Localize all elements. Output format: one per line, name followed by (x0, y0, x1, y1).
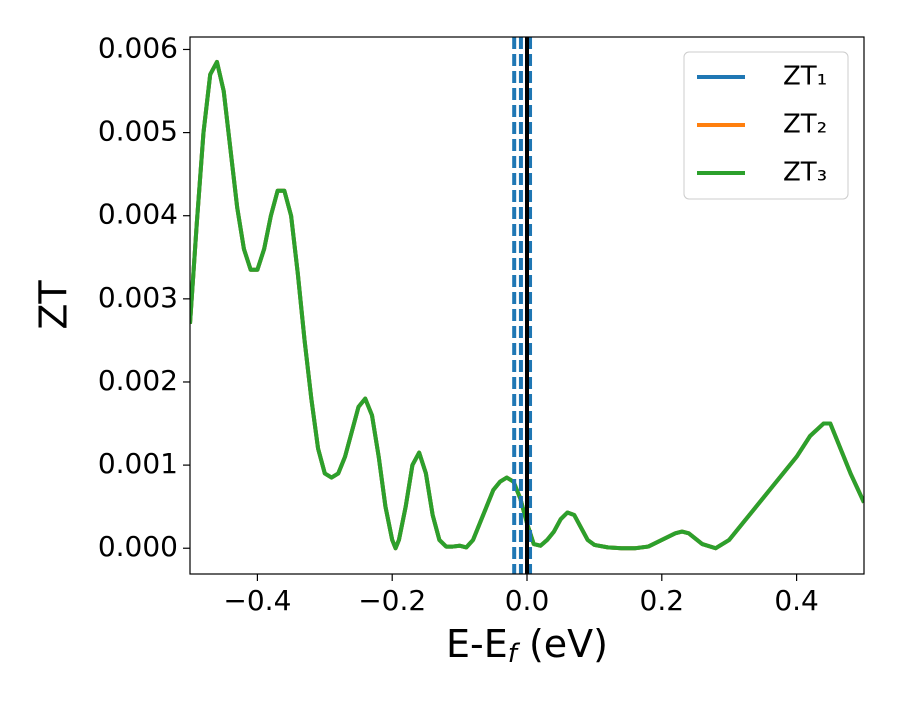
x-label-rest: (eV) (517, 622, 608, 666)
y-tick-label: 0.005 (98, 115, 178, 148)
x-tick-label: 0.4 (774, 584, 819, 617)
y-tick-label: 0.001 (98, 447, 178, 480)
x-axis-label: E-Ef (eV) (446, 622, 608, 669)
legend: ZT₁ ZT₂ ZT₃ (683, 51, 849, 200)
legend-label: ZT₁ (783, 62, 827, 92)
x-tick-label: 0.0 (505, 584, 550, 617)
x-tick-label: 0.2 (640, 584, 685, 617)
series-line (190, 59, 864, 551)
y-tick-label: 0.004 (98, 198, 178, 231)
y-tick-label: 0.006 (98, 31, 178, 64)
x-label-main: E-E (446, 622, 508, 666)
y-tick-label: 0.002 (98, 364, 178, 397)
legend-label: ZT₃ (783, 158, 827, 188)
y-axis-label: ZT (32, 280, 76, 330)
x-tick-label: −0.2 (358, 584, 426, 617)
legend-label: ZT₂ (783, 110, 827, 140)
y-tick-label: 0.003 (98, 281, 178, 314)
y-tick-label: 0.000 (98, 530, 178, 563)
x-tick-label: −0.4 (223, 584, 291, 617)
legend-box (683, 51, 849, 200)
plot-area (190, 37, 864, 574)
